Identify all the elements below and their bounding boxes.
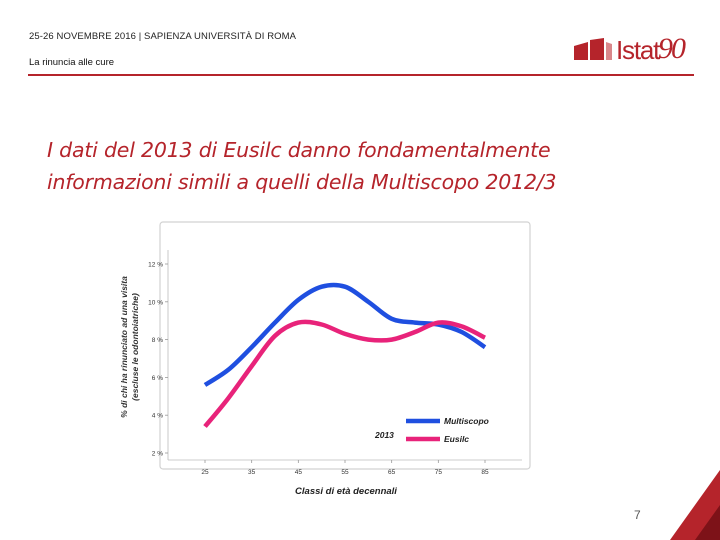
y-tick-label: 8 % [152,337,163,344]
chart-annotation: 2013 [374,430,394,440]
x-tick-label: 85 [481,469,489,476]
header-divider [28,74,694,76]
x-tick-label: 45 [295,469,303,476]
y-tick-label: 4 % [152,413,163,420]
x-tick-label: 75 [435,469,443,476]
istat-logo-number: 90 [658,32,686,65]
slide-title-line-2: informazioni simili a quelli della Multi… [47,170,557,194]
x-axis-label: Classi di età decennali [295,486,397,497]
section-subtitle: La rinuncia alle cure [29,57,115,68]
corner-decoration [670,470,720,540]
slide-title: I dati del 2013 di Eusilc danno fondamen… [47,134,687,198]
y-axis-label: % di chi ha rinunciato ad una visita (es… [119,276,140,418]
istat-logo-word: Istat [616,35,660,65]
istat-logo: Istat 90 [572,32,694,70]
x-tick-label: 35 [248,469,256,476]
slide-title-line-1: I dati del 2013 di Eusilc danno fondamen… [47,138,551,162]
x-tick-label: 65 [388,469,396,476]
chart-frame [159,221,531,470]
conference-header: 25-26 NOVEMBRE 2016 | SAPIENZA UNIVERSIT… [29,31,297,42]
y-tick-label: 2 % [152,451,163,458]
x-tick-label: 55 [341,469,349,476]
chart-legend: Multiscopo Eusilc [406,416,489,444]
series-line-eusilc [203,319,487,428]
y-tick-label: 12 % [148,262,163,269]
y-axis-label-line-1: % di chi ha rinunciato ad una visita [119,276,129,418]
x-tick-label: 25 [201,469,209,476]
istat-logo-icon [574,38,612,60]
legend-label-eusilc: Eusilc [444,434,469,444]
age-chart: % di chi ha rinunciato ad una visita (es… [119,221,531,497]
y-tick-label: 10 % [148,299,163,306]
y-axis-label-line-2: (escluse le odontoiatriche) [130,293,140,401]
page-number: 7 [634,508,641,522]
legend-label-multiscopo: Multiscopo [444,416,489,426]
y-tick-label: 6 % [152,375,163,382]
